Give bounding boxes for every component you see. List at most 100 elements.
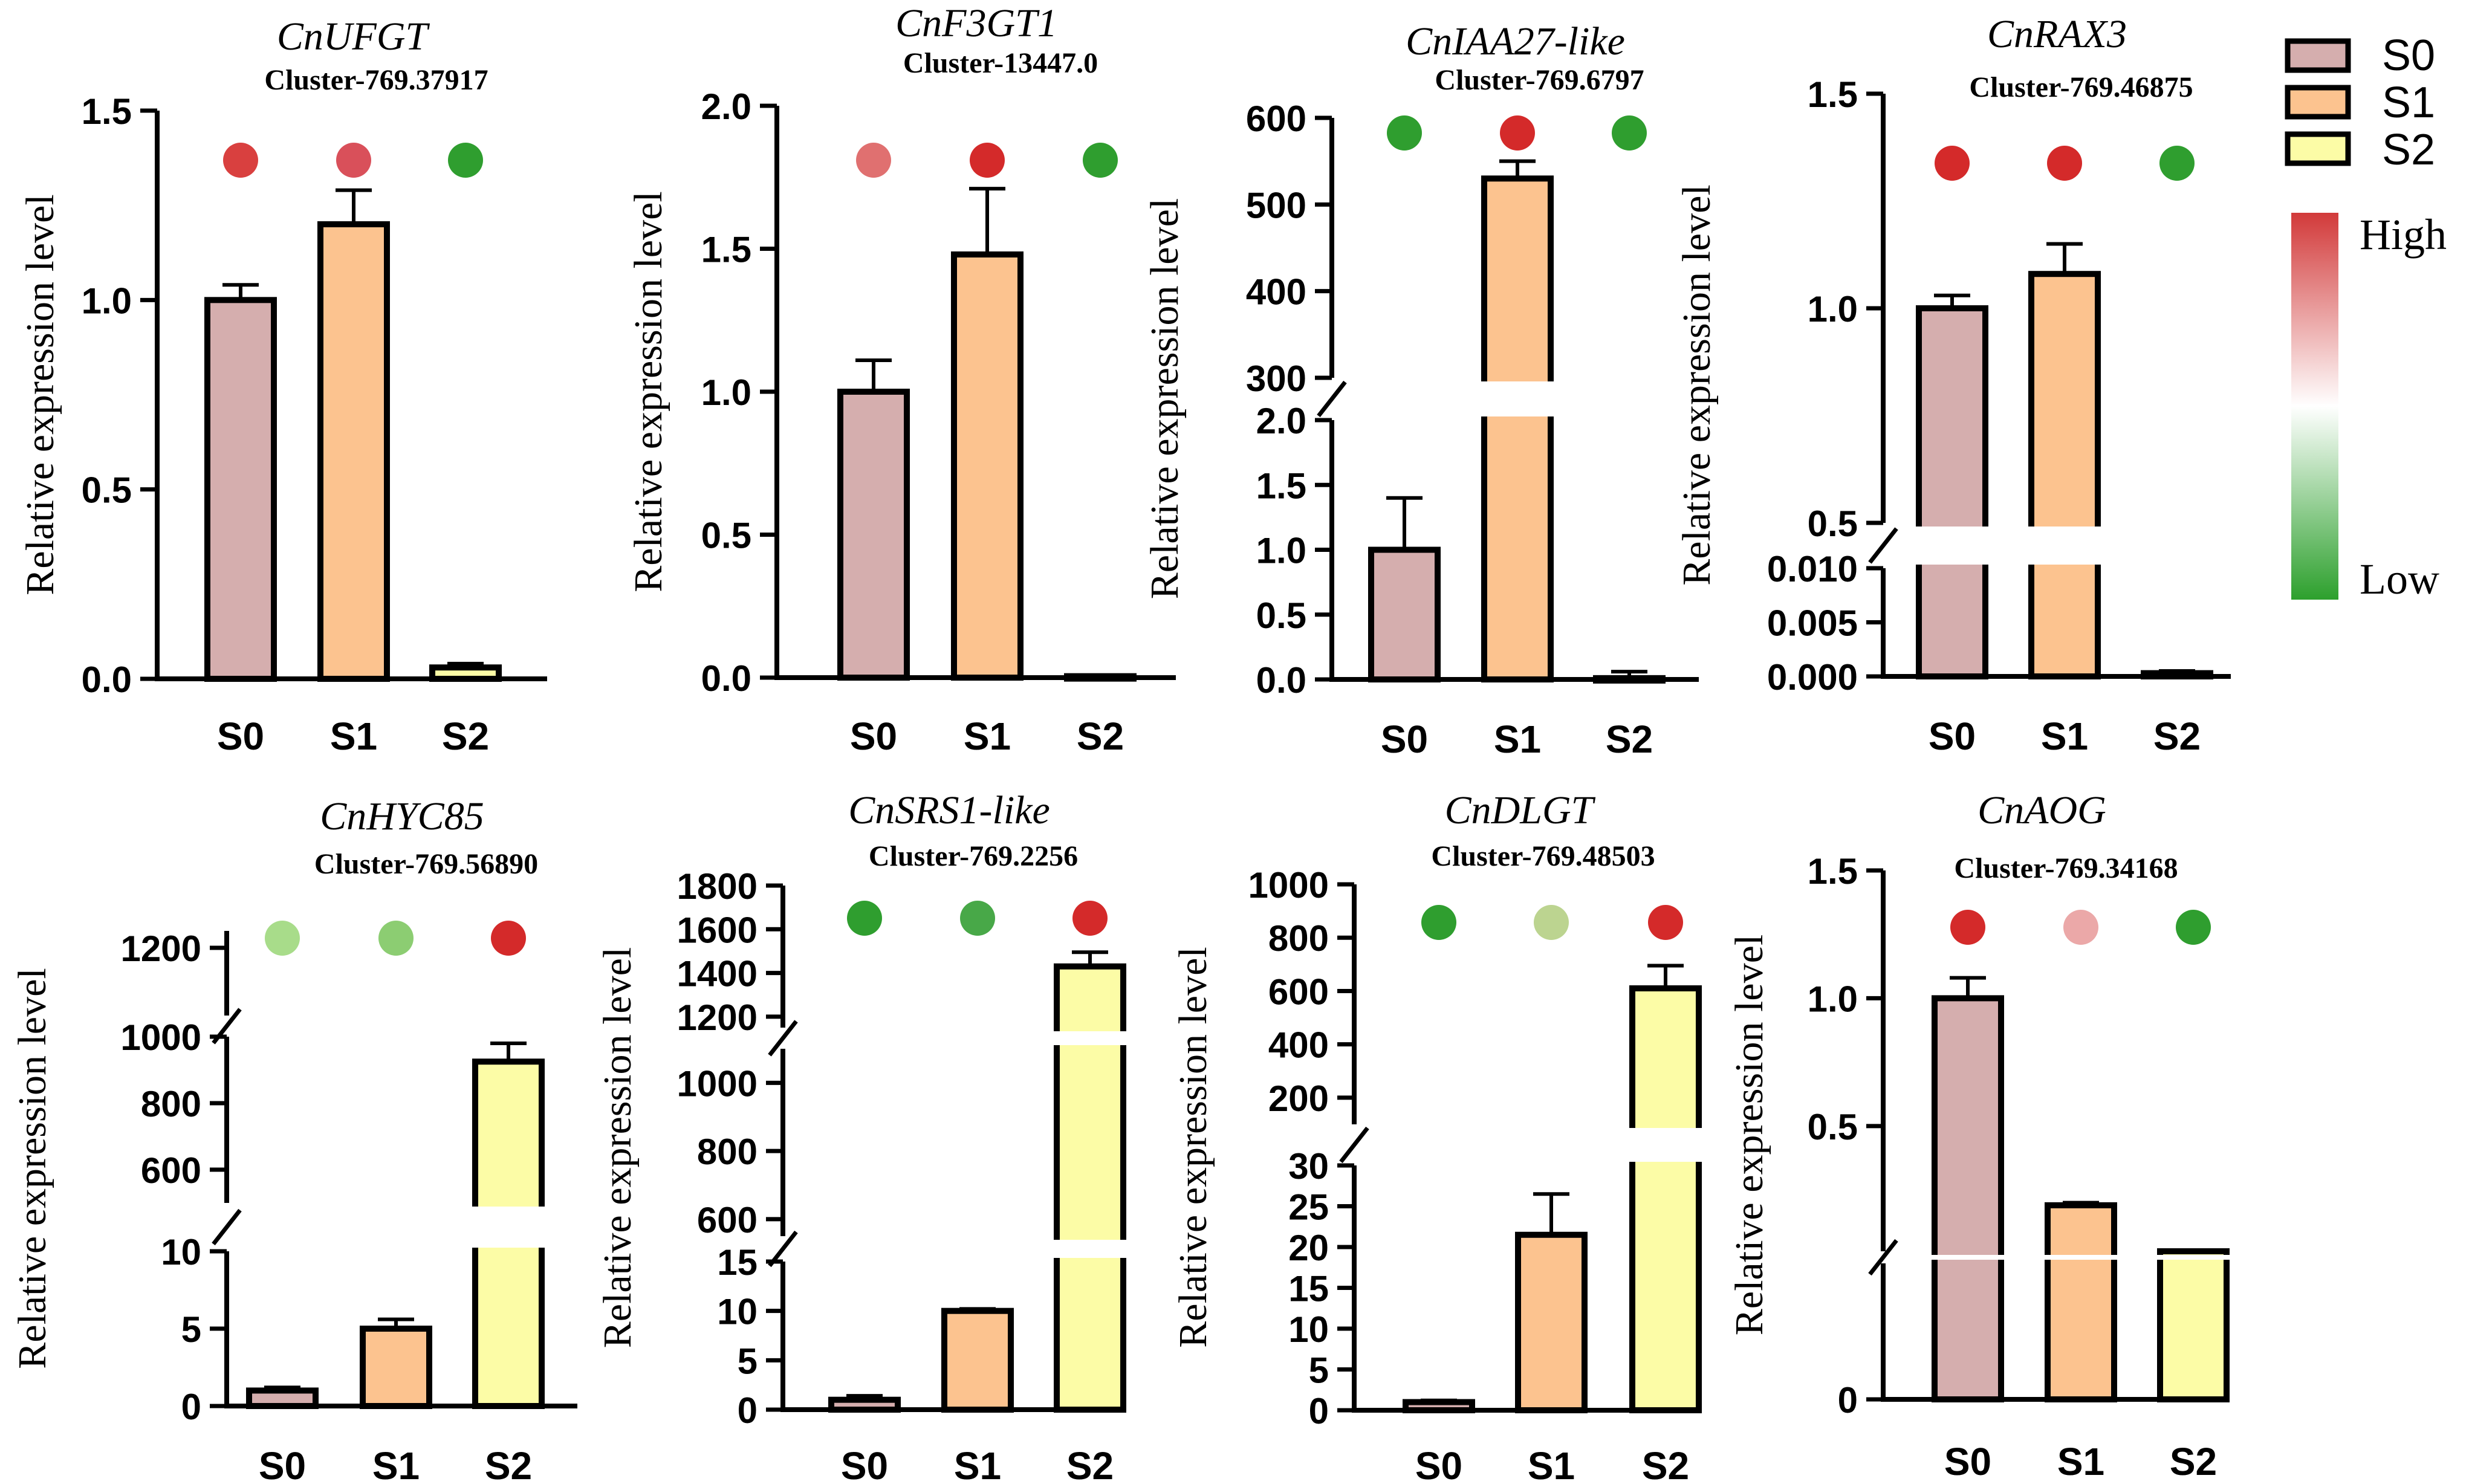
bar-s0 [1368,546,1441,682]
legend-swatch-s0 [2285,38,2351,73]
chart-title: CnF3GT1 [895,1,1057,45]
y-tick-label: 1.5 [1808,74,1858,115]
x-tick-label: S2 [1066,1444,1114,1484]
expression-dot-s2 [2159,146,2195,181]
y-tick-label: 10 [1288,1309,1329,1350]
chart-title: CnIAA27-like [1406,19,1625,63]
legend-label-s0: S0 [2382,31,2435,80]
axis-break-mark [212,1008,242,1045]
bar-s1 [1481,175,1554,683]
y-tick-label: 1.0 [1808,979,1858,1019]
y-tick-label: 0.5 [1808,504,1858,544]
expression-dot-s1 [336,143,371,178]
y-tick-label: 5 [738,1341,758,1381]
chart-panel-4: CnRAX3 Cluster-769.46875 Relative expressi… [1675,12,2231,758]
x-tick-label: S2 [442,714,489,758]
y-axis-label: Relative expression level [1143,198,1187,599]
bar-break-gap [1050,1240,1131,1258]
y-tick-label: 1600 [677,910,758,950]
x-tick-label: S2 [1606,718,1653,761]
chart-subtitle: Cluster-769.34168 [1954,852,2178,884]
bar-break-gap [2040,1255,2121,1260]
x-tick-label: S0 [1415,1444,1462,1484]
color-scale-bar [2291,213,2338,600]
bar-s1 [2045,1202,2117,1402]
y-tick-label: 300 [1246,358,1306,399]
chart-title: CnDLGT [1445,788,1596,832]
expression-dot-s0 [1387,115,1422,151]
bar-s2 [429,664,502,682]
y-axis-label: Relative expression level [626,191,670,592]
chart-title: CnSRS1-like [848,788,1050,832]
y-tick-label: 800 [141,1084,201,1124]
bar-break-gap [468,1207,549,1248]
bar-s2 [2141,670,2213,680]
expression-dot-s2 [1612,115,1647,151]
y-tick-label: 1200 [677,997,758,1038]
x-tick-label: S2 [1077,714,1124,758]
expression-dot-s1 [378,921,414,956]
legend-item-s0: S0 [2285,31,2435,80]
expression-dot-s0 [1935,146,1970,181]
y-tick-label: 0.010 [1767,549,1858,589]
y-tick-label: 500 [1246,185,1306,225]
chart-subtitle: Cluster-769.46875 [1969,71,2193,103]
y-tick-label: 800 [697,1132,758,1172]
y-tick-label: 600 [697,1200,758,1240]
y-tick-label: 200 [1268,1078,1329,1119]
x-tick-label: S0 [850,714,897,758]
x-tick-label: S0 [1929,714,1976,758]
x-tick-label: S0 [1381,718,1428,761]
y-tick-label: 1200 [121,928,201,969]
color-scale-high-label: High [2360,210,2447,259]
y-tick-label: 1000 [677,1063,758,1104]
y-tick-label: 0 [1309,1391,1329,1431]
expression-dot-s1 [970,143,1005,178]
bar-break-gap [2024,527,2105,565]
chart-subtitle: Cluster-13447.0 [903,47,1098,79]
x-tick-label: S0 [217,714,264,758]
y-tick-label: 600 [1246,99,1306,139]
x-tick-label: S2 [1642,1444,1689,1484]
x-tick-label: S1 [964,714,1011,758]
y-axis-label: Relative expression level [595,947,640,1348]
bar-s0 [246,1387,319,1409]
y-axis-label: Relative expression level [1675,184,1719,585]
chart-panel-1: CnUFGT Cluster-769.37917 Relative expressi… [18,15,547,758]
bar-break-gap [1912,527,1993,565]
bar-s0 [1932,995,2004,1402]
y-tick-label: 600 [1268,971,1329,1012]
y-tick-label: 600 [141,1150,201,1191]
x-tick-label: S1 [1528,1444,1575,1484]
expression-dot-s2 [1072,901,1108,936]
x-tick-label: S0 [841,1444,888,1484]
legend-item-s1: S1 [2285,79,2435,127]
expression-dot-s2 [448,143,483,178]
y-tick-label: 400 [1268,1025,1329,1066]
y-tick-label: 5 [181,1309,201,1350]
y-tick-label: 1000 [121,1017,201,1058]
bar-s1 [2028,271,2101,679]
y-tick-label: 0.0 [82,659,132,700]
chart-subtitle: Cluster-769.6797 [1435,64,1644,96]
legend-swatch-s1 [2285,85,2351,120]
chart-title: CnHYC85 [320,794,484,838]
bar-s0 [828,1396,901,1413]
y-tick-label: 5 [1309,1350,1329,1391]
x-tick-label: S1 [330,714,377,758]
x-tick-label: S2 [485,1444,532,1484]
y-tick-label: 15 [717,1242,758,1283]
bar-s1 [360,1326,432,1409]
x-tick-label: S1 [954,1444,1001,1484]
expression-dot-s1 [2063,910,2098,945]
expression-dot-s0 [265,921,300,956]
x-tick-label: S0 [259,1444,306,1484]
y-tick-label: 10 [161,1232,201,1272]
y-tick-label: 25 [1288,1187,1329,1228]
color-scale-low-label: Low [2360,555,2439,603]
expression-dot-s0 [856,143,891,178]
chart-title: CnRAX3 [1987,12,2127,56]
expression-dot-s0 [1421,905,1456,940]
